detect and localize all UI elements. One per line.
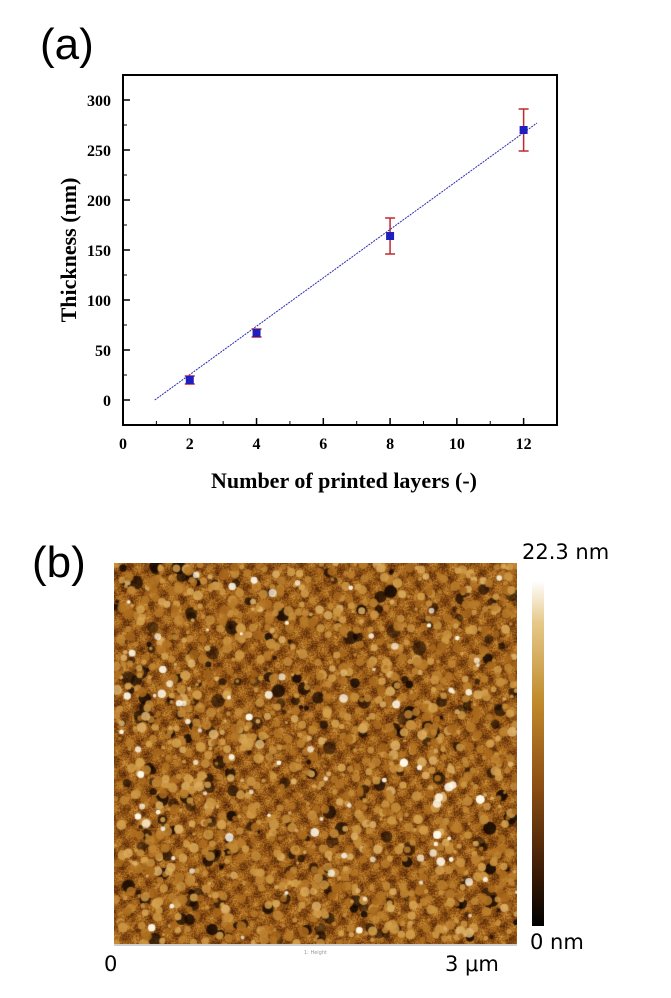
colorbar <box>532 581 544 926</box>
x-tick-label: 10 <box>449 436 465 453</box>
afm-channel-label: 1: Height <box>304 950 327 956</box>
y-tick-label: 200 <box>87 193 111 210</box>
panel-b-label: (b) <box>32 538 86 587</box>
data-point <box>519 126 528 134</box>
x-tick-label: 4 <box>253 436 261 453</box>
x-tick-label: 2 <box>186 436 194 453</box>
afm-x-start-label: 0 <box>104 952 118 976</box>
y-tick-label: 150 <box>87 243 111 260</box>
y-tick-label: 250 <box>87 143 111 160</box>
panel-a-label: (a) <box>40 20 94 69</box>
x-axis-label: Number of printed layers (-) <box>211 468 477 493</box>
afm-texture <box>114 563 517 944</box>
colorbar-min-label: 0 nm <box>530 930 584 954</box>
x-tick-label: 0 <box>119 436 127 453</box>
data-point <box>386 232 395 240</box>
y-tick-label: 100 <box>87 293 111 310</box>
y-tick-label: 0 <box>103 393 111 410</box>
data-point <box>252 329 261 337</box>
y-axis-label: Thickness (nm) <box>56 178 81 323</box>
thickness-chart: 0 2 4 6 8 10 12 0 50 100 150 200 250 300 Number of pr… <box>56 74 558 493</box>
afm-x-end-label: 3 μm <box>445 952 499 976</box>
points-layer <box>184 108 529 385</box>
x-tick-label: 8 <box>386 436 394 453</box>
y-tick-label: 300 <box>87 93 111 110</box>
x-tick-label: 12 <box>516 436 532 453</box>
colorbar-max-label: 22.3 nm <box>522 540 610 564</box>
afm-height-image <box>114 563 517 944</box>
x-tick-label: 6 <box>319 436 327 453</box>
y-tick-label: 50 <box>95 343 111 360</box>
ticks-layer: 0 2 4 6 8 10 12 0 50 100 150 200 250 300 <box>87 93 532 453</box>
data-point <box>185 376 194 384</box>
plot-frame <box>122 74 558 426</box>
afm-scale-axis <box>114 944 517 946</box>
fit-line <box>154 122 538 401</box>
